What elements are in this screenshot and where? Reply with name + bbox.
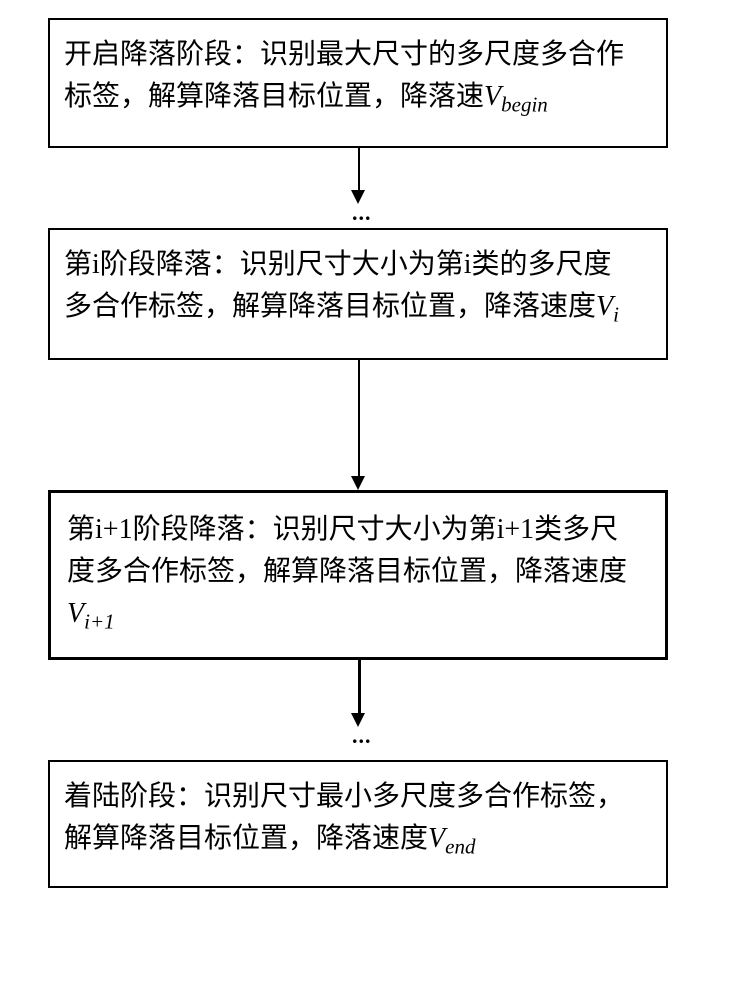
variable-v: V xyxy=(484,81,501,112)
text-line: 解算降落目标位置，降落速度 xyxy=(64,823,428,854)
node-touchdown: 着陆阶段：识别尺寸最小多尺度多合作标签， 解算降落目标位置，降落速度Vend xyxy=(48,760,668,888)
text-line: 第i+1阶段降落：识别尺寸大小为第i+1类多尺 xyxy=(67,514,618,545)
text-line: 多合作标签，解算降落目标位置，降落速度 xyxy=(64,291,596,322)
variable-v: V xyxy=(596,291,613,322)
node-text: 第i+1阶段降落：识别尺寸大小为第i+1类多尺 度多合作标签，解算降落目标位置，… xyxy=(67,509,649,638)
connector-arrow: ... xyxy=(48,148,668,228)
variable-v: V xyxy=(67,598,84,629)
arrow-line xyxy=(358,360,360,476)
text-line: 标签，解算降落目标位置，降落速 xyxy=(64,81,484,112)
ellipsis-icon: ... xyxy=(352,200,372,226)
connector-arrow: ... xyxy=(48,660,668,760)
subscript-begin: begin xyxy=(501,93,548,117)
ellipsis-icon: ... xyxy=(352,723,372,749)
subscript-i-plus-1: i+1 xyxy=(84,610,115,634)
subscript-i: i xyxy=(613,303,619,327)
text-line: 开启降落阶段：识别最大尺寸的多尺度多合作 xyxy=(64,39,624,70)
text-line: 度多合作标签，解算降落目标位置，降落速度 xyxy=(67,556,627,587)
variable-v: V xyxy=(428,823,445,854)
arrow-line xyxy=(358,660,361,715)
node-stage-i: 第i阶段降落：识别尺寸大小为第i类的多尺度 多合作标签，解算降落目标位置，降落速… xyxy=(48,228,668,360)
text-line: 第i阶段降落：识别尺寸大小为第i类的多尺度 xyxy=(64,249,612,280)
node-text: 第i阶段降落：识别尺寸大小为第i类的多尺度 多合作标签，解算降落目标位置，降落速… xyxy=(64,244,652,331)
flowchart-container: 开启降落阶段：识别最大尺寸的多尺度多合作 标签，解算降落目标位置，降落速Vbeg… xyxy=(0,0,750,1000)
arrow-head-icon xyxy=(351,476,365,490)
node-start-landing: 开启降落阶段：识别最大尺寸的多尺度多合作 标签，解算降落目标位置，降落速Vbeg… xyxy=(48,18,668,148)
node-text: 着陆阶段：识别尺寸最小多尺度多合作标签， 解算降落目标位置，降落速度Vend xyxy=(64,776,652,863)
node-stage-i-plus-1: 第i+1阶段降落：识别尺寸大小为第i+1类多尺 度多合作标签，解算降落目标位置，… xyxy=(48,490,668,660)
arrow-line xyxy=(358,148,360,192)
subscript-end: end xyxy=(445,835,475,859)
node-text: 开启降落阶段：识别最大尺寸的多尺度多合作 标签，解算降落目标位置，降落速Vbeg… xyxy=(64,34,652,121)
text-line: 着陆阶段：识别尺寸最小多尺度多合作标签， xyxy=(64,781,624,812)
connector-arrow xyxy=(48,360,668,490)
